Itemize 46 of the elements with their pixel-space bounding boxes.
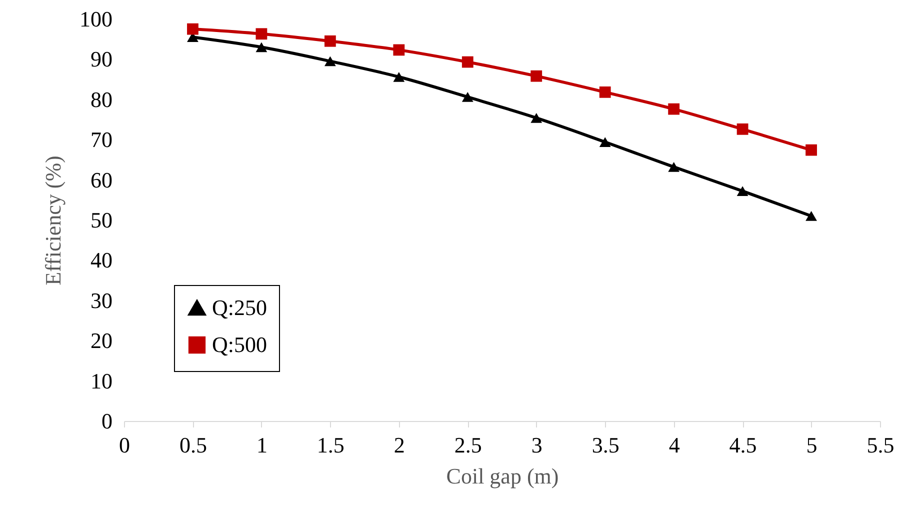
y-tick-label: 100 <box>80 6 112 32</box>
legend-label: Q:250 <box>212 295 267 320</box>
x-tick-label: 5.5 <box>866 432 894 458</box>
x-tick-label: 5 <box>806 432 818 458</box>
point <box>736 186 748 196</box>
x-tick-label: 3 <box>531 432 542 458</box>
point <box>668 162 680 172</box>
point <box>736 123 748 135</box>
point <box>324 56 336 66</box>
point <box>256 42 268 52</box>
y-tick-label: 10 <box>90 368 112 394</box>
x-tick-label: 4 <box>668 432 680 458</box>
y-tick-label: 0 <box>102 408 112 434</box>
legend-label: Q:500 <box>212 332 267 357</box>
x-tick-label: 3.5 <box>592 432 620 458</box>
y-tick-label: 50 <box>90 208 112 232</box>
x-tick-label: 2.5 <box>454 432 482 458</box>
y-tick-label: 30 <box>90 288 112 313</box>
x-tick-label: 0.5 <box>179 432 207 458</box>
point <box>599 86 611 98</box>
y-tick-label: 90 <box>90 46 112 72</box>
point <box>393 72 405 82</box>
y-tick-label: 80 <box>90 86 112 112</box>
x-tick-label: 4.5 <box>729 432 757 458</box>
y-tick-label: 40 <box>90 248 112 273</box>
point <box>806 144 817 156</box>
y-tick-label: 20 <box>90 328 112 354</box>
point <box>806 211 817 221</box>
x-tick-label: 1.5 <box>316 432 344 458</box>
x-axis-title: Coil gap (m) <box>446 464 559 488</box>
x-tick-label: 1 <box>256 432 268 458</box>
point <box>256 28 268 40</box>
point <box>462 92 474 102</box>
point <box>462 56 474 68</box>
point <box>324 35 336 47</box>
point <box>187 23 198 35</box>
point <box>530 70 542 82</box>
y-tick-label: 70 <box>90 127 112 152</box>
x-tick-label: 0 <box>119 432 130 458</box>
point <box>530 112 542 123</box>
point <box>599 137 611 147</box>
y-axis-title: Efficiency (%) <box>40 156 66 286</box>
point <box>393 44 405 56</box>
y-tick-label: 60 <box>90 167 112 192</box>
point <box>668 103 680 115</box>
x-tick-label: 2 <box>394 432 405 458</box>
